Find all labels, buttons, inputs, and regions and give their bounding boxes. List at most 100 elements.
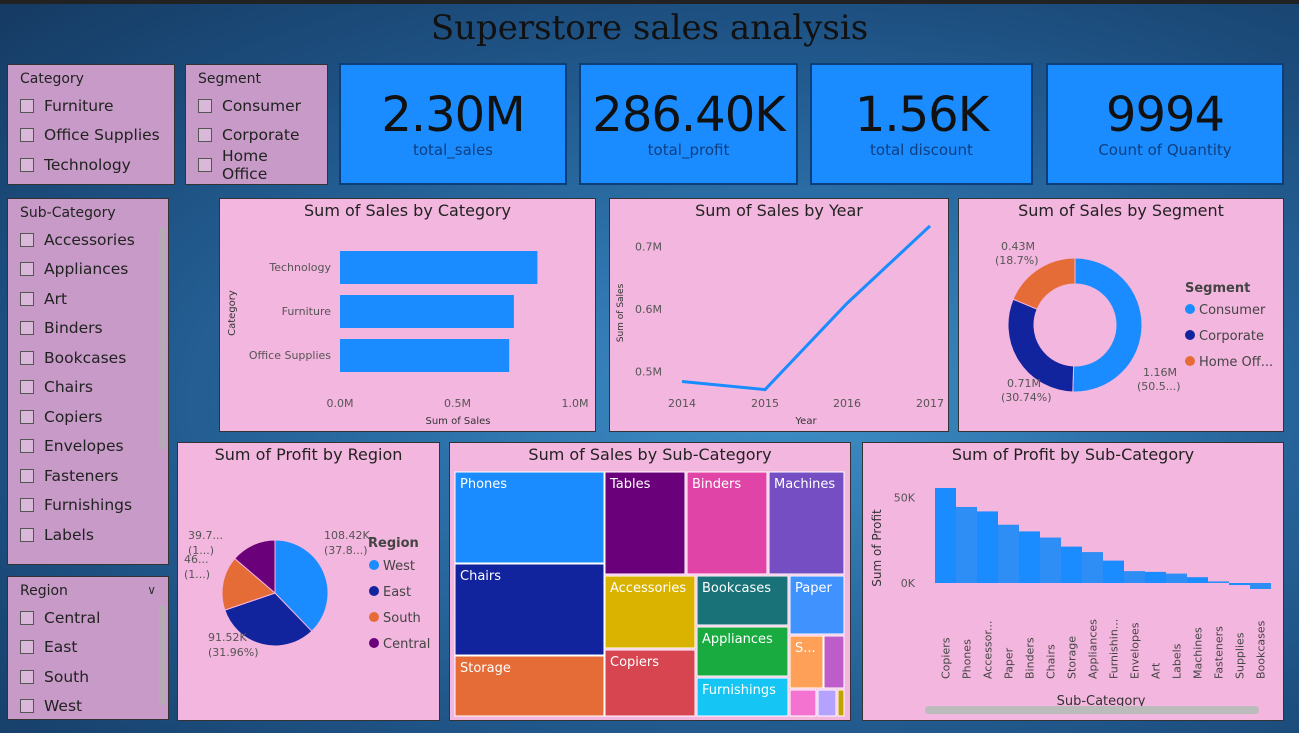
slicer-option[interactable]: Envelopes bbox=[20, 432, 156, 462]
slicer-option-consumer[interactable]: Consumer bbox=[198, 91, 315, 121]
x-tick-label: Machines bbox=[1192, 627, 1205, 679]
option-label: Consumer bbox=[222, 96, 302, 115]
checkbox[interactable] bbox=[20, 468, 34, 483]
checkbox[interactable] bbox=[20, 669, 34, 684]
x-tick-label: 1.0M bbox=[562, 397, 589, 410]
x-axis-label: Sub-Category bbox=[1057, 694, 1146, 709]
legend-label: West bbox=[383, 559, 415, 574]
data-label-value: 46... bbox=[184, 553, 209, 566]
checkbox[interactable] bbox=[20, 321, 34, 336]
treemap-tile bbox=[696, 626, 789, 677]
legend-title: Region bbox=[368, 536, 419, 551]
slicer-option[interactable]: Appliances bbox=[20, 255, 156, 285]
treemap-tile bbox=[823, 635, 845, 689]
chart-sales-by-subcategory[interactable]: Sum of Sales by Sub-Category Phones Chair… bbox=[449, 442, 851, 721]
data-label-value: 91.52K bbox=[208, 631, 247, 644]
checkbox[interactable] bbox=[20, 610, 34, 625]
slicer-option-office-supplies[interactable]: Office Supplies bbox=[20, 121, 162, 151]
checkbox[interactable] bbox=[20, 262, 34, 277]
chart-profit-by-subcategory[interactable]: Sum of Profit by Sub-Category Sum of Pro… bbox=[862, 442, 1284, 721]
option-label: Technology bbox=[44, 155, 131, 174]
slicer-option-furniture[interactable]: Furniture bbox=[20, 91, 162, 121]
checkbox[interactable] bbox=[20, 640, 34, 655]
slicer-option[interactable]: Furnishings bbox=[20, 491, 156, 521]
checkbox[interactable] bbox=[20, 498, 34, 513]
treemap-tile bbox=[454, 471, 605, 564]
option-label: Binders bbox=[44, 319, 103, 338]
slicer-option-technology[interactable]: Technology bbox=[20, 150, 162, 180]
checkbox[interactable] bbox=[20, 128, 34, 143]
treemap-label: Storage bbox=[460, 661, 511, 676]
chart-sales-by-category[interactable]: Sum of Sales by Category Category Sum of… bbox=[219, 198, 596, 432]
checkbox[interactable] bbox=[20, 291, 34, 306]
treemap-tile bbox=[696, 677, 789, 717]
subcategory-profit-chart: Sum of Profit Sub-Category Copiers Phones… bbox=[870, 488, 1271, 714]
legend-marker bbox=[1185, 304, 1195, 314]
checkbox[interactable] bbox=[20, 157, 34, 172]
subcategory-treemap: Phones Chairs Storage Tables Binders Machines… bbox=[454, 471, 845, 717]
treemap-tile bbox=[789, 689, 817, 717]
checkbox[interactable] bbox=[20, 699, 34, 714]
bar bbox=[340, 295, 514, 328]
slicer-option[interactable]: Binders bbox=[20, 314, 156, 344]
checkbox[interactable] bbox=[20, 98, 34, 113]
chart-title: Sum of Profit by Region bbox=[214, 445, 403, 464]
kpi-value: 286.40K bbox=[592, 87, 785, 143]
checkbox[interactable] bbox=[20, 380, 34, 395]
y-axis-label: Sum of Profit bbox=[870, 509, 884, 587]
slicer-option-west[interactable]: West bbox=[20, 692, 156, 722]
checkbox[interactable] bbox=[20, 232, 34, 247]
checkbox[interactable] bbox=[198, 98, 212, 113]
checkbox[interactable] bbox=[20, 350, 34, 365]
x-tick-label: Chairs bbox=[1045, 644, 1058, 679]
slicer-option[interactable]: Bookcases bbox=[20, 343, 156, 373]
slicer-option[interactable]: Fasteners bbox=[20, 461, 156, 491]
slicer-option-central[interactable]: Central bbox=[20, 603, 156, 633]
slicer-option-east[interactable]: East bbox=[20, 633, 156, 663]
chart-sales-by-year[interactable]: Sum of Sales by Year Sum of Sales Year 2… bbox=[609, 198, 949, 432]
bar bbox=[1082, 552, 1103, 583]
checkbox[interactable] bbox=[20, 439, 34, 454]
checkbox[interactable] bbox=[198, 157, 212, 172]
slicer-scrollbar[interactable] bbox=[159, 227, 165, 449]
category-tick-label: Office Supplies bbox=[249, 349, 331, 362]
legend-label: South bbox=[383, 611, 421, 626]
legend-marker bbox=[369, 560, 379, 570]
option-label: Envelopes bbox=[44, 437, 124, 456]
y-axis-label: Sum of Sales bbox=[616, 283, 626, 342]
subcategory-slicer: Sub-Category Accessories Appliances Art … bbox=[7, 198, 169, 565]
x-tick-label: 0.5M bbox=[444, 397, 471, 410]
kpi-card-total-discount: 1.56K total discount bbox=[810, 63, 1033, 185]
bar bbox=[1229, 583, 1250, 586]
slicer-option[interactable]: Chairs bbox=[20, 373, 156, 403]
legend-marker bbox=[369, 586, 379, 596]
checkbox[interactable] bbox=[198, 128, 212, 143]
bar bbox=[1187, 577, 1208, 583]
slicer-option[interactable]: Art bbox=[20, 284, 156, 314]
horizontal-scrollbar[interactable] bbox=[925, 706, 1259, 714]
slicer-option-home-office[interactable]: Home Office bbox=[198, 147, 315, 183]
checkbox[interactable] bbox=[20, 409, 34, 424]
bar bbox=[998, 524, 1019, 583]
chevron-down-icon[interactable]: ∨ bbox=[147, 583, 156, 597]
x-tick-label: Labels bbox=[1171, 643, 1184, 679]
checkbox[interactable] bbox=[20, 527, 34, 542]
pie-slice bbox=[224, 592, 313, 647]
treemap-label: Accessories bbox=[610, 581, 686, 596]
slicer-option[interactable]: Copiers bbox=[20, 402, 156, 432]
slicer-option-south[interactable]: South bbox=[20, 662, 156, 692]
x-tick-label: Appliances bbox=[1087, 619, 1100, 679]
slicer-option[interactable]: Accessories bbox=[20, 225, 156, 255]
slicer-scrollbar[interactable] bbox=[159, 605, 165, 705]
bar bbox=[1019, 531, 1040, 583]
option-label: South bbox=[44, 667, 90, 686]
treemap-label: Furnishings bbox=[702, 683, 776, 698]
slicer-option[interactable]: Labels bbox=[20, 520, 156, 550]
x-tick-label: Copiers bbox=[940, 637, 953, 679]
slicer-option-corporate[interactable]: Corporate bbox=[198, 121, 315, 151]
chart-sales-by-segment[interactable]: Sum of Sales by Segment Segment Consumer… bbox=[958, 198, 1284, 432]
data-label-pct: (18.7%) bbox=[995, 254, 1039, 267]
chart-profit-by-region[interactable]: Sum of Profit by Region Region West East S… bbox=[177, 442, 440, 721]
bar bbox=[956, 506, 977, 583]
x-axis-label: Year bbox=[794, 416, 817, 427]
